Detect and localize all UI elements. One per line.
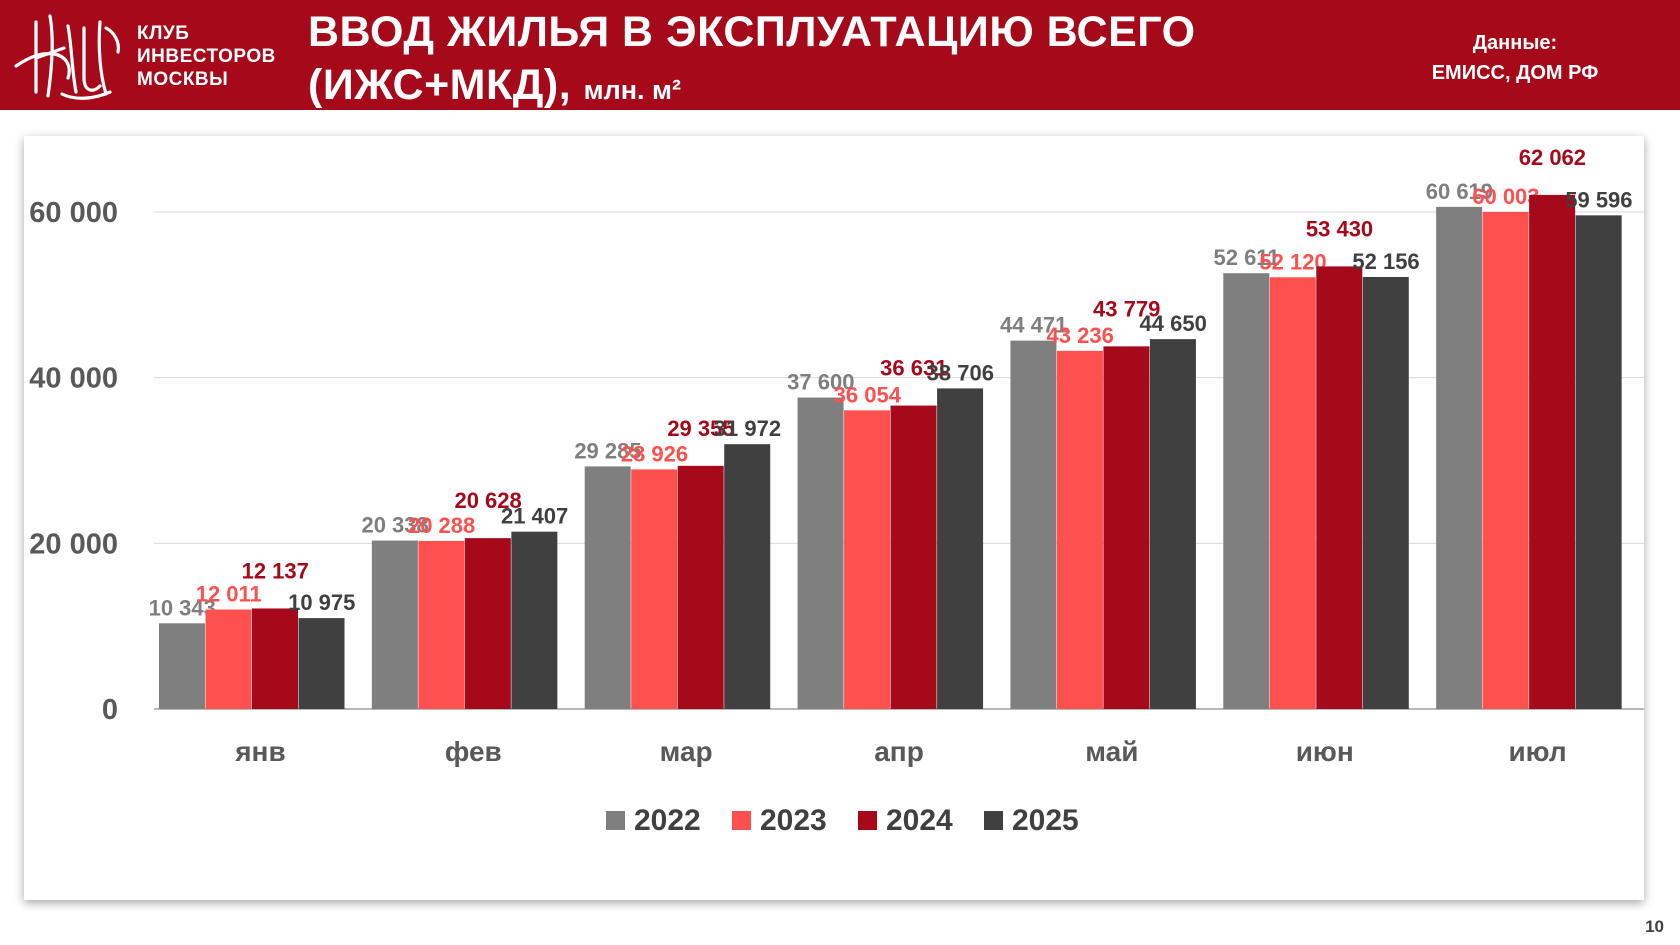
bar-2023-мар: [631, 469, 678, 709]
legend-label: 2022: [634, 804, 701, 837]
data-source: Данные: ЕМИСС, ДОМ РФ: [1400, 28, 1630, 88]
club-logo-icon: [14, 14, 120, 100]
data-label: 29 355: [667, 416, 734, 441]
source-value: ЕМИСС, ДОМ РФ: [1431, 62, 1599, 84]
data-label: 20 628: [454, 488, 521, 513]
data-label: 21 407: [501, 504, 568, 529]
bar-2022-май: [1010, 340, 1057, 709]
bar-2023-янв: [205, 609, 252, 709]
title-line-1: ВВОД ЖИЛЬЯ В ЭКСПЛУАТАЦИЮ ВСЕГО: [308, 8, 1196, 56]
bar-2025-мар: [724, 444, 771, 709]
bar-2025-апр: [937, 388, 984, 709]
y-tick-label: 60 000: [29, 197, 118, 229]
data-label: 44 650: [1140, 311, 1207, 336]
bar-2022-апр: [797, 397, 844, 709]
data-label: 10 343: [149, 595, 216, 620]
data-label: 38 706: [927, 360, 994, 385]
y-tick-label: 40 000: [29, 363, 118, 395]
bar-2024-май: [1103, 346, 1150, 709]
x-tick-label: янв: [234, 736, 285, 767]
data-label: 36 631: [880, 356, 947, 381]
data-label: 10 975: [288, 590, 355, 615]
data-label: 53 430: [1306, 216, 1373, 241]
bar-2024-фев: [464, 538, 511, 709]
bar-2023-июн: [1269, 277, 1316, 709]
legend-label: 2023: [760, 804, 827, 837]
data-label: 60 619: [1426, 179, 1493, 204]
source-label: Данные:: [1472, 32, 1558, 54]
legend-swatch-2023: [732, 811, 751, 830]
bar-2025-июн: [1362, 276, 1409, 709]
bar-2022-июн: [1223, 273, 1270, 709]
legend-label: 2025: [1012, 804, 1079, 837]
x-tick-label: фев: [445, 736, 502, 767]
y-tick-label: 20 000: [29, 528, 118, 560]
bar-2023-апр: [844, 410, 891, 709]
club-logo-text: КЛУБ ИНВЕСТОРОВ МОСКВЫ: [137, 22, 277, 91]
bar-2025-май: [1149, 339, 1196, 709]
bar-2025-июл: [1575, 215, 1622, 709]
data-label: 12 011: [196, 582, 262, 607]
bar-2022-мар: [584, 466, 631, 709]
header-bar: КЛУБ ИНВЕСТОРОВ МОСКВЫ ВВОД ЖИЛЬЯ В ЭКСП…: [0, 0, 1680, 110]
data-label: 20 338: [361, 513, 428, 538]
y-tick-label: 0: [102, 694, 118, 726]
data-label: 52 156: [1352, 249, 1419, 274]
data-label: 31 972: [714, 416, 781, 441]
bar-2023-фев: [418, 540, 465, 709]
data-label: 60 003: [1472, 184, 1539, 209]
bar-2024-янв: [252, 608, 298, 709]
logo-line: ИНВЕСТОРОВ: [137, 46, 276, 67]
data-label: 62 062: [1519, 145, 1586, 170]
page-title: ВВОД ЖИЛЬЯ В ЭКСПЛУАТАЦИЮ ВСЕГО (ИЖС+МКД…: [308, 6, 1288, 117]
data-label: 37 600: [787, 370, 854, 395]
data-label: 12 137: [242, 558, 309, 583]
data-label: 20 288: [408, 513, 475, 538]
data-label: 29 285: [574, 438, 641, 463]
legend-swatch-2025: [984, 811, 1003, 830]
bar-2025-фев: [511, 531, 558, 709]
data-label: 59 596: [1565, 187, 1632, 212]
data-label: 43 779: [1093, 296, 1160, 321]
x-tick-label: апр: [874, 736, 924, 767]
bar-2024-апр: [890, 405, 937, 709]
logo-line: МОСКВЫ: [137, 69, 229, 90]
bar-2023-июл: [1482, 211, 1529, 709]
logo-line: КЛУБ: [137, 23, 190, 44]
bar-2024-мар: [677, 465, 724, 709]
legend-swatch-2024: [858, 811, 877, 830]
bar-2023-май: [1056, 350, 1103, 709]
x-tick-label: мар: [660, 736, 713, 767]
title-line-2: (ИЖС+МКД), млн. м²: [308, 59, 1288, 117]
bar-2022-фев: [371, 540, 418, 709]
data-label: 44 471: [1000, 313, 1067, 338]
data-label: 43 236: [1047, 323, 1114, 348]
bar-2022-июл: [1436, 206, 1483, 709]
x-tick-label: май: [1085, 736, 1138, 767]
page-number: 10: [1645, 917, 1664, 936]
legend-label: 2024: [886, 804, 953, 837]
x-tick-label: июл: [1508, 736, 1566, 767]
legend-swatch-2022: [606, 811, 625, 830]
title-unit: млн. м²: [583, 75, 682, 105]
data-label: 36 054: [834, 382, 902, 407]
chart-panel: 0 20 000 40 000 60 000 10 343 12 011 12 137 10 …: [24, 136, 1644, 900]
title-line-2-text: (ИЖС+МКД),: [308, 61, 572, 109]
data-label: 28 926: [621, 441, 688, 466]
bar-2022-янв: [159, 623, 205, 709]
x-tick-label: июн: [1296, 736, 1354, 767]
bar-2024-июл: [1529, 194, 1576, 709]
data-label: 52 120: [1259, 249, 1326, 274]
bar-2024-июн: [1316, 266, 1363, 709]
bar-2025-янв: [298, 618, 345, 709]
data-label: 52 611: [1213, 245, 1279, 270]
